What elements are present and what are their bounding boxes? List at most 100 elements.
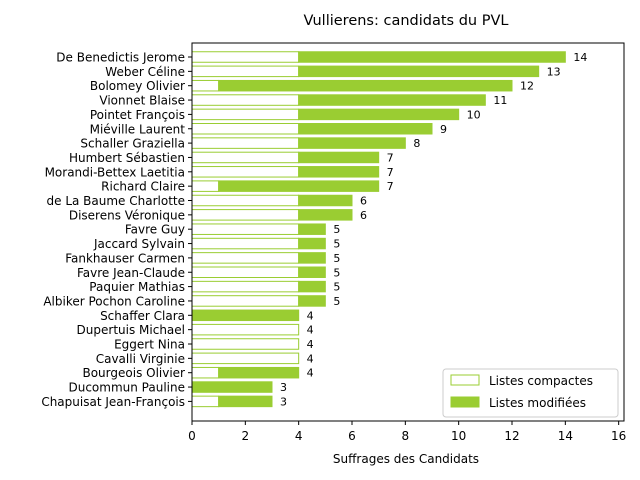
bar-value-label: 11	[493, 94, 507, 107]
bar-compactes	[191, 237, 300, 250]
bar-modifiees	[218, 366, 300, 379]
y-tick-label: Bourgeois Olivier	[82, 366, 185, 380]
bar-modifiees	[298, 166, 380, 178]
bar-modifiees	[298, 137, 406, 149]
bar-compactes	[191, 180, 220, 192]
bar-value-label: 7	[387, 166, 394, 179]
bar-value-label: 3	[280, 381, 287, 394]
y-tick-label: Fankhauser Carmen	[65, 251, 185, 265]
y-tick-label: Albiker Pochon Caroline	[43, 294, 185, 308]
y-tick-label: Chapuisat Jean-François	[41, 395, 185, 409]
bar-value-label: 6	[360, 195, 367, 208]
y-tick-label: Weber Céline	[105, 65, 185, 79]
y-tick-label: de La Baume Charlotte	[47, 194, 186, 208]
y-tick-label: Miéville Laurent	[90, 122, 186, 136]
bar-modifiees	[298, 94, 486, 106]
bar-compactes	[191, 108, 300, 121]
x-tick-label: 16	[611, 429, 626, 443]
y-tick-label: Dupertuis Michael	[77, 323, 185, 337]
bar-compactes	[191, 123, 300, 135]
bar-compactes	[191, 209, 300, 221]
y-tick-label: Cavalli Virginie	[96, 352, 185, 366]
y-tick-label: Ducommun Pauline	[68, 381, 185, 395]
bar-value-label: 14	[573, 51, 587, 64]
bar-value-label: 4	[307, 352, 314, 365]
bar-modifiees	[191, 309, 300, 322]
bar-compactes	[191, 51, 300, 63]
legend-label-modifiees: Listes modifiées	[489, 396, 586, 410]
y-tick-label: Schaller Graziella	[80, 137, 185, 151]
bar-value-label: 6	[360, 209, 367, 222]
chart-title: Vullierens: candidats du PVL	[304, 13, 509, 29]
bar-value-label: 3	[280, 395, 287, 408]
bar-compactes	[191, 323, 300, 336]
bar-value-label: 5	[333, 223, 340, 236]
bar-value-label: 5	[333, 295, 340, 308]
bar-value-label: 5	[333, 252, 340, 265]
bar-value-label: 4	[307, 324, 314, 337]
bar-compactes	[191, 295, 300, 307]
bar-value-label: 9	[440, 123, 447, 136]
x-tick-label: 8	[402, 429, 410, 443]
y-tick-label: Diserens Véronique	[69, 208, 185, 222]
bar-compactes	[191, 395, 220, 408]
bar-modifiees	[298, 252, 326, 264]
bar-value-label: 4	[307, 309, 314, 322]
bar-modifiees	[218, 395, 273, 408]
y-tick-label: Schaffer Clara	[100, 309, 185, 323]
bar-compactes	[191, 266, 300, 278]
bar-modifiees	[298, 151, 380, 164]
y-tick-label: Pointet François	[90, 108, 185, 122]
bar-modifiees	[298, 108, 460, 121]
bar-modifiees	[298, 295, 326, 307]
bar-value-label: 4	[307, 338, 314, 351]
bar-compactes	[191, 280, 300, 293]
bar-compactes	[191, 252, 300, 264]
bar-compactes	[191, 137, 300, 149]
y-tick-label: De Benedictis Jerome	[56, 51, 185, 65]
x-tick-label: 14	[558, 429, 573, 443]
bar-compactes	[191, 223, 300, 235]
y-tick-label: Jaccard Sylvain	[93, 237, 185, 251]
legend: Listes compactes Listes modifiées	[442, 368, 619, 418]
bar-modifiees	[298, 123, 433, 135]
legend-frame	[442, 368, 619, 418]
bar-value-label: 12	[520, 80, 534, 93]
y-tick-label: Paquier Mathias	[89, 280, 185, 294]
x-axis: 0 2 4 6 8 10 12 14 16	[188, 421, 626, 443]
bar-modifiees	[298, 266, 326, 278]
y-tick-label: Favre Jean-Claude	[77, 266, 185, 280]
bar-modifiees	[298, 223, 326, 235]
bar-compactes	[191, 366, 220, 379]
bar-value-label: 10	[467, 108, 481, 121]
y-tick-label: Bolomey Olivier	[90, 79, 185, 93]
bar-modifiees	[298, 209, 353, 221]
bar-modifiees	[298, 237, 326, 250]
bar-modifiees	[218, 79, 513, 92]
bar-modifiees	[298, 65, 540, 78]
bar-value-label: 8	[413, 137, 420, 150]
bar-modifiees	[191, 381, 273, 393]
bar-value-label: 13	[547, 65, 561, 78]
bar-compactes	[191, 194, 300, 207]
bar-modifiees	[298, 280, 326, 293]
bar-compactes	[191, 79, 220, 92]
x-tick-label: 10	[451, 429, 466, 443]
bar-value-label: 5	[333, 238, 340, 251]
legend-label-compactes: Listes compactes	[489, 374, 593, 388]
x-tick-label: 12	[504, 429, 519, 443]
bar-compactes	[191, 166, 300, 178]
plot-frame	[191, 42, 625, 422]
x-tick-label: 4	[295, 429, 303, 443]
y-tick-label: Favre Guy	[125, 223, 185, 237]
bar-modifiees	[218, 180, 380, 192]
bar-value-label: 7	[387, 180, 394, 193]
legend-swatch-compactes	[450, 374, 480, 386]
y-tick-label: Morandi-Bettex Laetitia	[45, 165, 185, 179]
bar-value-label: 5	[333, 266, 340, 279]
x-tick-label: 6	[348, 429, 356, 443]
x-tick-label: 2	[242, 429, 250, 443]
